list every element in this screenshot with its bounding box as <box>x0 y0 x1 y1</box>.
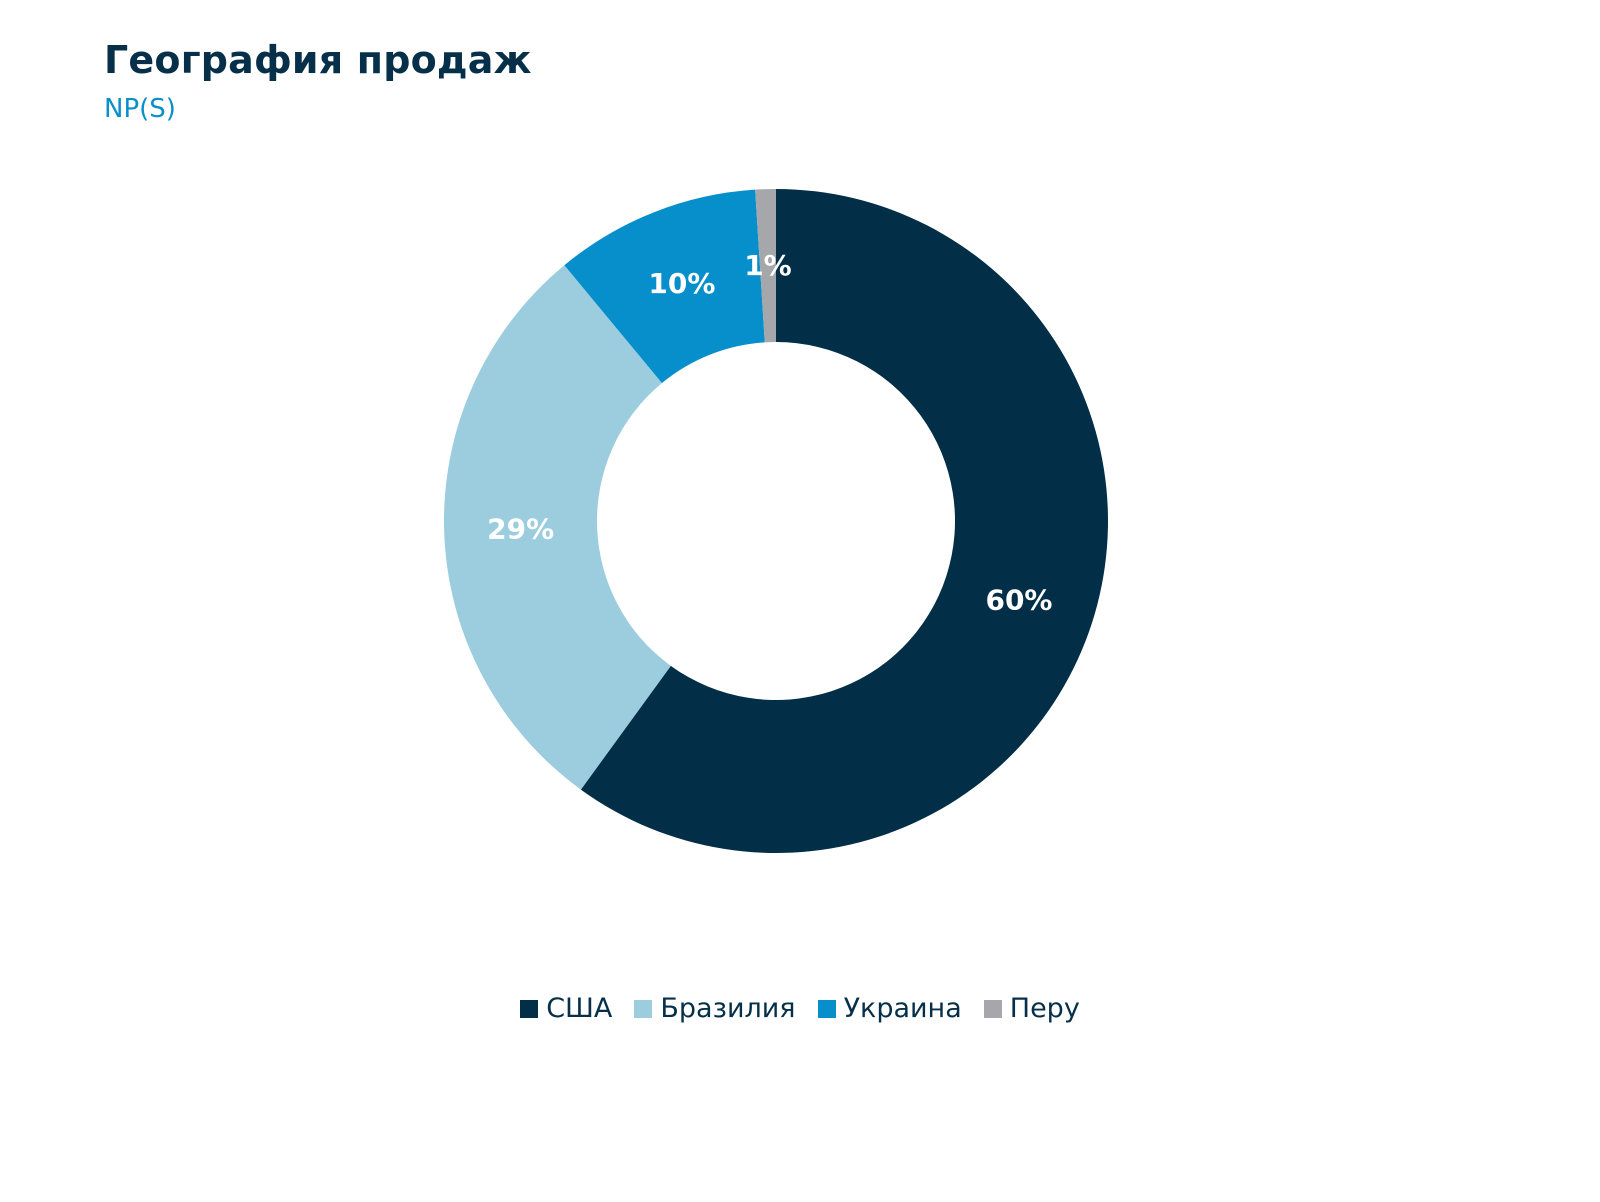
donut-slice-3[interactable] <box>755 189 776 343</box>
legend-swatch <box>520 999 539 1018</box>
donut-slice-0[interactable] <box>580 189 1108 853</box>
slice-data-label-3: 1% <box>744 249 792 282</box>
slice-data-label-0: 60% <box>985 583 1052 616</box>
legend-swatch <box>983 999 1002 1018</box>
chart-title: География продаж <box>104 38 532 82</box>
legend-swatch <box>817 999 836 1018</box>
slice-data-label-2: 10% <box>648 267 715 300</box>
legend-label: Украина <box>843 993 962 1024</box>
legend-item-1[interactable]: Бразилия <box>634 993 796 1024</box>
chart-legend: США Бразилия Украина Перу <box>0 993 1600 1024</box>
legend-swatch <box>634 999 653 1018</box>
legend-item-2[interactable]: Украина <box>817 993 962 1024</box>
legend-item-3[interactable]: Перу <box>983 993 1080 1024</box>
legend-item-0[interactable]: США <box>520 993 612 1024</box>
legend-label: Бразилия <box>660 993 796 1024</box>
donut-slices <box>443 189 1108 853</box>
legend-label: Перу <box>1009 993 1080 1024</box>
chart-subtitle: NP(S) <box>104 94 176 124</box>
slice-data-label-1: 29% <box>487 513 554 546</box>
donut-slice-2[interactable] <box>564 189 765 384</box>
legend-label: США <box>546 993 613 1024</box>
donut-slice-labels: 60% 29% 10% 1% <box>487 249 1052 616</box>
donut-slice-1[interactable] <box>443 265 671 790</box>
